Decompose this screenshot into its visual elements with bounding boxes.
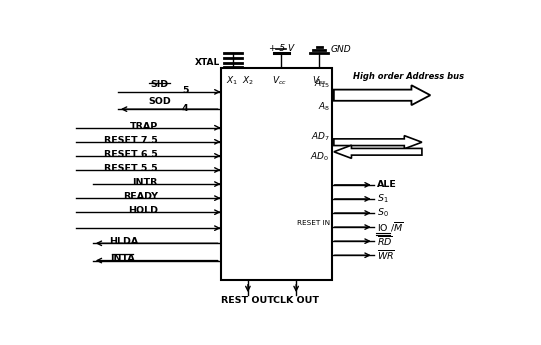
Text: $X_1$  $X_2$: $X_1$ $X_2$: [226, 75, 254, 87]
Text: $\overline{RD}$: $\overline{RD}$: [377, 234, 393, 248]
Text: RESET 5.5: RESET 5.5: [104, 164, 158, 173]
Text: $A_8$: $A_8$: [318, 100, 329, 113]
Text: RESET 7.5: RESET 7.5: [104, 136, 158, 145]
Text: + 5 V: + 5 V: [269, 43, 294, 52]
Text: RESET IN: RESET IN: [296, 220, 329, 226]
Text: XTAL: XTAL: [195, 58, 220, 67]
Text: $\overline{WR}$: $\overline{WR}$: [377, 248, 395, 262]
Text: INTA: INTA: [110, 255, 135, 264]
FancyArrow shape: [334, 145, 422, 158]
Text: HLDA: HLDA: [110, 237, 139, 246]
Text: INTR: INTR: [133, 178, 158, 187]
Text: $A_{15}$: $A_{15}$: [314, 78, 329, 90]
Text: SOD: SOD: [148, 97, 171, 106]
Text: $AD_7$: $AD_7$: [311, 131, 329, 143]
Text: $S_1$: $S_1$: [377, 193, 388, 205]
Text: GND: GND: [331, 46, 352, 55]
Text: High order Address bus: High order Address bus: [353, 71, 464, 81]
Text: $V_{cc}$: $V_{cc}$: [272, 75, 287, 87]
Text: SID: SID: [151, 80, 169, 89]
Bar: [221, 68, 332, 280]
Text: $S_0$: $S_0$: [377, 207, 389, 219]
Text: IO /$\overline{M}$: IO /$\overline{M}$: [377, 220, 404, 234]
Text: READY: READY: [123, 192, 158, 201]
Text: CLK OUT: CLK OUT: [273, 296, 319, 305]
Text: HOLD: HOLD: [128, 206, 158, 215]
Text: TRAP: TRAP: [129, 122, 158, 131]
FancyArrow shape: [334, 85, 430, 105]
Text: 4: 4: [182, 104, 188, 112]
Text: $AD_0$: $AD_0$: [311, 151, 329, 163]
Text: ALE: ALE: [377, 180, 397, 189]
Text: 5: 5: [182, 86, 188, 95]
FancyArrow shape: [334, 136, 422, 149]
Text: RESET 6.5: RESET 6.5: [104, 150, 158, 159]
Text: REST OUT: REST OUT: [221, 296, 274, 305]
Text: $V_{ss}$: $V_{ss}$: [312, 75, 327, 87]
